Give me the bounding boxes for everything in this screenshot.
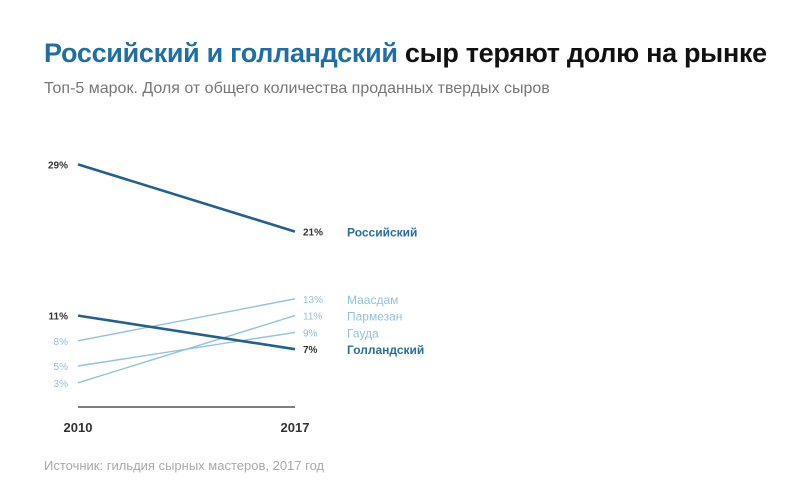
series-label: Голландский — [347, 343, 424, 357]
series-label: Пармезан — [347, 310, 402, 324]
chart-title-highlight: Российский и голландский — [44, 38, 398, 68]
start-value-label: 11% — [49, 312, 69, 323]
chart-source: Источник: гильдия сырных мастеров, 2017 … — [44, 458, 325, 473]
chart-title-rest: сыр теряют долю на рынке — [397, 38, 767, 68]
series-line-Российский — [77, 163, 296, 233]
end-value-label: 21% — [303, 228, 323, 239]
start-value-label: 5% — [54, 362, 69, 373]
chart-subtitle: Топ-5 марок. Доля от общего количества п… — [44, 80, 550, 97]
chart-title: Российский и голландский сыр теряют долю… — [44, 38, 767, 69]
x-tick-label: 2010 — [64, 420, 93, 435]
start-value-label: 29% — [48, 160, 68, 171]
x-tick-label: 2017 — [281, 420, 310, 435]
end-value-label: 13% — [303, 295, 323, 306]
series-label: Российский — [347, 226, 417, 240]
end-value-label: 7% — [303, 345, 318, 356]
start-value-label: 8% — [54, 337, 69, 348]
end-value-label: 11% — [303, 312, 322, 323]
start-value-label: 3% — [54, 379, 69, 390]
series-label: Гауда — [347, 326, 379, 340]
series-line-Гауда — [77, 331, 296, 367]
series-label: Маасдам — [347, 293, 398, 307]
series-line-Маасдам — [77, 298, 296, 342]
end-value-label: 9% — [303, 328, 318, 339]
series-line-Голландский — [77, 314, 296, 351]
